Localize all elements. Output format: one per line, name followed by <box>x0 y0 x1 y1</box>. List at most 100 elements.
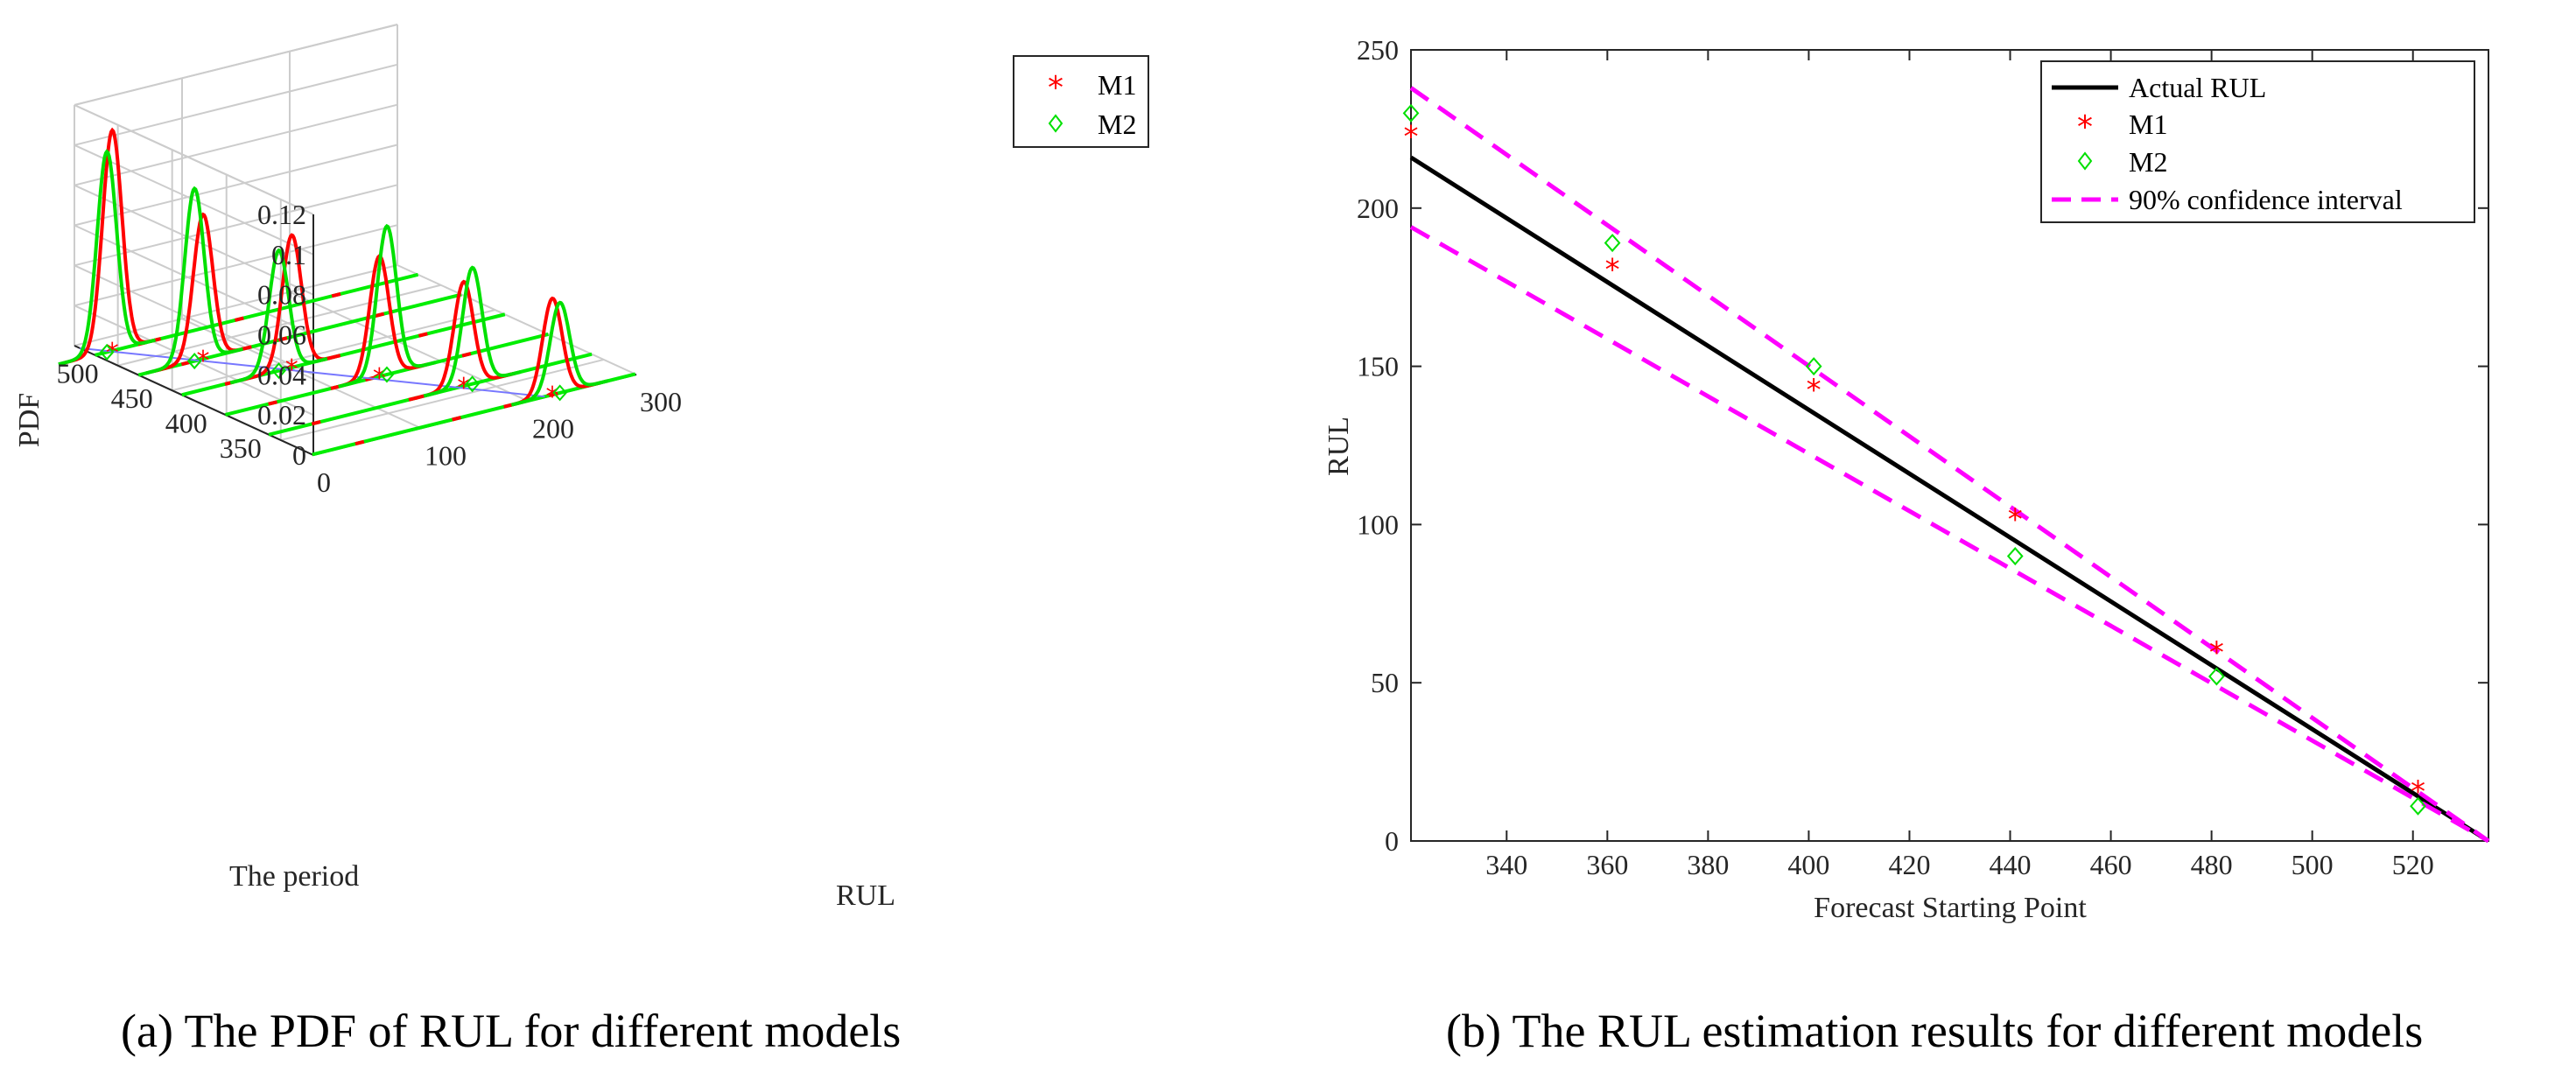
panel-b-m1-point: * <box>1605 253 1620 288</box>
panel-a-m2-marker <box>186 353 202 370</box>
panel-a-pdf-curve-m2 <box>423 265 522 398</box>
panel-b-m2-point <box>1805 357 1822 376</box>
panel-a-legend-box <box>1013 55 1149 148</box>
panel-a-pdf-curve-m2 <box>510 300 609 407</box>
panel-a-z-tick-label: 0.08 <box>257 279 306 311</box>
panel-a-x-tick-label: 0 <box>317 466 331 498</box>
panel-a-z-tick-label: 0.06 <box>257 319 306 351</box>
panel-a-baseline-mark <box>461 352 472 358</box>
panel-a-m1-marker: * <box>457 373 470 403</box>
panel-a-xlabel: RUL <box>836 879 895 912</box>
panel-b-plot-area <box>1410 49 2489 842</box>
panel-a-pdf-curves <box>58 127 609 409</box>
panel-a-legend-m1-marker: * <box>1048 70 1063 106</box>
panel-b-legend-m2-marker <box>2077 151 2093 171</box>
panel-b-y-tick-label: 100 <box>1357 508 1399 540</box>
panel-b-legend-actual-label: Actual RUL <box>2129 72 2266 103</box>
panel-a-m2-marker <box>379 366 395 383</box>
panel-b-m2-point <box>1604 234 1621 253</box>
panel-a-x-tick-label: 200 <box>532 413 574 445</box>
panel-a-z-tick-label: 0.1 <box>271 239 306 270</box>
panel-a-box-edge <box>74 104 314 215</box>
panel-b-lines <box>1409 86 2490 844</box>
panel-a-y-tick-label: 350 <box>220 432 262 464</box>
panel-a-m1-marker: * <box>546 382 559 412</box>
panel-a-baseline-mark <box>311 420 321 426</box>
panel-a-grid-rightwall-z-line <box>74 63 398 146</box>
panel-a-box-edge <box>74 24 398 106</box>
panel-a-z-tick-label: 0.02 <box>257 399 306 431</box>
panel-a-baseline-mark <box>452 416 461 422</box>
panel-a-x-tick-label: 100 <box>425 439 467 471</box>
panel-b-x-tick-label: 460 <box>2090 849 2132 880</box>
panel-a-legend-m2-label: M2 <box>1098 109 1136 140</box>
panel-a-markers: * * * * * * <box>99 338 567 412</box>
panel-a-m1-marker: * <box>285 354 298 385</box>
panel-a-z-tick-label: 0.04 <box>257 359 306 390</box>
panel-a-grid-rightwall-z-line <box>74 103 398 186</box>
panel-a-baseline-mark <box>268 400 278 406</box>
panel-b-m2-point <box>1402 103 1420 123</box>
panel-b-rul-estimation-chart: 340 360 380 400 420 440 460 480 500 520 0 50 100 150 2… <box>1323 34 2490 1057</box>
panel-a-axis-line <box>74 345 314 456</box>
panel-a-pdf-curve-m2 <box>58 149 156 367</box>
panel-a-baseline-mark <box>331 291 341 298</box>
panel-b-y-tick-label: 200 <box>1357 193 1399 224</box>
panel-a-legend-m2-marker <box>1048 114 1063 133</box>
panel-a-caption: (a) The PDF of RUL for different models <box>121 1005 901 1057</box>
panel-a-baseline-mark <box>375 312 385 318</box>
panel-a-ylabel: The period <box>229 860 359 893</box>
panel-a-y-tick-label: 400 <box>165 408 207 439</box>
panel-b-ci-line <box>1409 86 2490 844</box>
panel-b-actual-rul-line <box>1409 155 2490 844</box>
panel-b-legend: Actual RUL * M1 M2 90% confidence interv… <box>2040 60 2475 223</box>
panel-a-z-tick-label: 0 <box>292 439 306 471</box>
panel-a-baseline-mark <box>234 316 244 322</box>
panel-a-grid-floor-x-line <box>397 264 637 375</box>
panel-a-period-baseline <box>137 292 462 377</box>
panel-a-y-tick-label: 450 <box>111 382 153 414</box>
panel-b-m1-point: * <box>1807 373 1821 408</box>
panel-b-x-tick-label: 480 <box>2191 849 2233 880</box>
panel-b-m2-point <box>2208 667 2225 686</box>
panel-b-ticks: 340 360 380 400 420 440 460 480 500 520 0 50 100 150 2… <box>1357 34 2488 880</box>
panel-a-baseline-mark <box>548 391 558 397</box>
panel-b-m2-point <box>2410 796 2426 816</box>
panel-a-pdf-curve-m2 <box>338 223 436 389</box>
panel-a-baseline-mark <box>354 439 365 446</box>
panel-a-period-baseline <box>225 333 549 417</box>
panel-a-zlabel: PDF <box>13 393 46 447</box>
panel-b-xlabel: Forecast Starting Point <box>1814 892 2087 924</box>
panel-a-pdf-curve-m2 <box>145 186 243 375</box>
panel-a-grid-floor-x-line <box>289 291 530 403</box>
panel-a-grid-backwall-z-line <box>74 144 314 256</box>
panel-a-x-tick-label: 300 <box>640 386 682 417</box>
panel-b-caption: (b) The RUL estimation results for diffe… <box>1446 1005 2423 1057</box>
panel-b-m1-point: * <box>2209 635 2224 670</box>
panel-a-m2-marker <box>99 343 115 361</box>
panel-a-grid-rightwall-z-line <box>74 184 398 267</box>
panel-a-pdf-curve-m2 <box>229 248 328 385</box>
panel-a-grid-floor-y-line <box>280 358 605 441</box>
panel-b-m1-point: * <box>2008 502 2023 537</box>
panel-b-markers: * * * * * * <box>1402 103 2426 816</box>
panel-b-ylabel: RUL <box>1323 417 1355 476</box>
panel-b-x-tick-label: 500 <box>2292 849 2334 880</box>
panel-a-y-tick-label: 500 <box>57 358 99 389</box>
panel-a-grid-rightwall-z-line <box>74 144 398 227</box>
panel-b-y-tick-label: 250 <box>1357 34 1399 66</box>
panel-a-baseline-mark <box>418 332 428 338</box>
panel-a-m2-marker <box>465 375 480 393</box>
panel-b-x-tick-label: 340 <box>1485 849 1527 880</box>
panel-b-legend-m1-label: M1 <box>2129 109 2167 140</box>
panel-a-m2-marker <box>271 362 286 380</box>
panel-a-m2-marker <box>552 384 567 402</box>
panel-b-y-tick-label: 0 <box>1385 825 1399 857</box>
panel-a-legend-m1-label: M1 <box>1098 69 1136 101</box>
panel-a-baseline-mark <box>277 336 288 342</box>
panel-b-m2-point <box>2006 547 2024 566</box>
panel-b-legend-m1-marker: * <box>2077 109 2093 145</box>
panel-a-tick-labels: 0 0.02 0.04 0.06 0.08 0.1 0.12 350 400 450 500 0 100… <box>57 199 682 498</box>
panel-b-m1-point: * <box>2411 774 2425 809</box>
